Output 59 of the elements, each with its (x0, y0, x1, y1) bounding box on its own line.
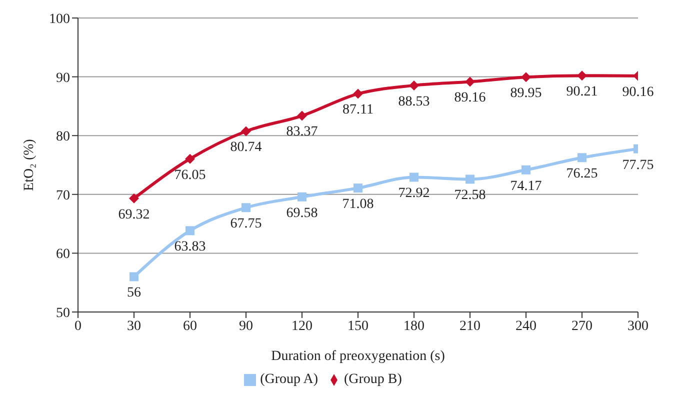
y-tick-label: 60 (56, 247, 70, 262)
data-label: 69.32 (118, 207, 150, 222)
point (354, 184, 362, 193)
point (465, 76, 475, 87)
x-tick-label: 30 (127, 318, 141, 334)
x-tick-label: 90 (239, 318, 253, 334)
data-label: 89.16 (454, 90, 486, 106)
data-label: 87.11 (342, 102, 374, 118)
x-axis-title: Duration of preoxygenation (s) (271, 349, 446, 364)
point (129, 193, 139, 204)
x-tick-label: 210 (460, 318, 480, 334)
data-label: 76.05 (174, 168, 206, 183)
data-label: 90.21 (566, 84, 598, 100)
point (242, 203, 250, 212)
x-tick-label: 120 (292, 318, 312, 334)
data-label: 77.75 (622, 158, 654, 173)
legend-label: (Group B) (344, 372, 402, 387)
data-label: 63.83 (174, 240, 206, 255)
point (353, 88, 363, 99)
data-label: 83.37 (286, 124, 318, 140)
y-tick-label: 70 (56, 188, 70, 204)
point (466, 174, 474, 184)
data-label: 56 (127, 286, 141, 301)
data-label: 74.17 (510, 178, 542, 194)
x-tick-label: 60 (183, 318, 197, 334)
point (410, 172, 418, 182)
point (522, 165, 530, 174)
point (186, 226, 194, 236)
y-tick-label: 90 (56, 70, 70, 86)
x-tick-label: 300 (628, 318, 648, 334)
data-label: 88.53 (398, 94, 430, 110)
y-tick-label: 80 (56, 130, 70, 145)
y-tick-label: 50 (56, 306, 70, 321)
data-label: 80.74 (230, 140, 262, 156)
x-tick-label: 240 (516, 318, 536, 334)
x-tick-label: 150 (348, 318, 368, 334)
data-label: 72.92 (398, 186, 430, 202)
point (130, 272, 138, 282)
y-tick-label: 100 (49, 12, 70, 27)
point (409, 80, 419, 90)
point (521, 72, 531, 82)
data-label: 69.58 (286, 206, 318, 221)
point (298, 192, 306, 202)
x-tick-label: 270 (572, 318, 592, 334)
data-label: 72.58 (454, 188, 486, 204)
point (578, 153, 586, 162)
x-tick-label: 180 (404, 318, 424, 334)
point (297, 110, 307, 121)
data-label: 67.75 (230, 216, 262, 232)
point (241, 126, 251, 136)
point (185, 154, 195, 164)
data-label: 76.25 (566, 166, 598, 182)
legend-label: (Group A) (260, 372, 318, 387)
x-tick-label: 0 (74, 318, 82, 334)
data-label: 90.16 (622, 84, 654, 100)
point (577, 70, 587, 81)
y-axis-title: EtO₂ (%) (22, 138, 37, 191)
data-label: 71.08 (342, 196, 374, 212)
data-label: 89.95 (510, 86, 542, 102)
